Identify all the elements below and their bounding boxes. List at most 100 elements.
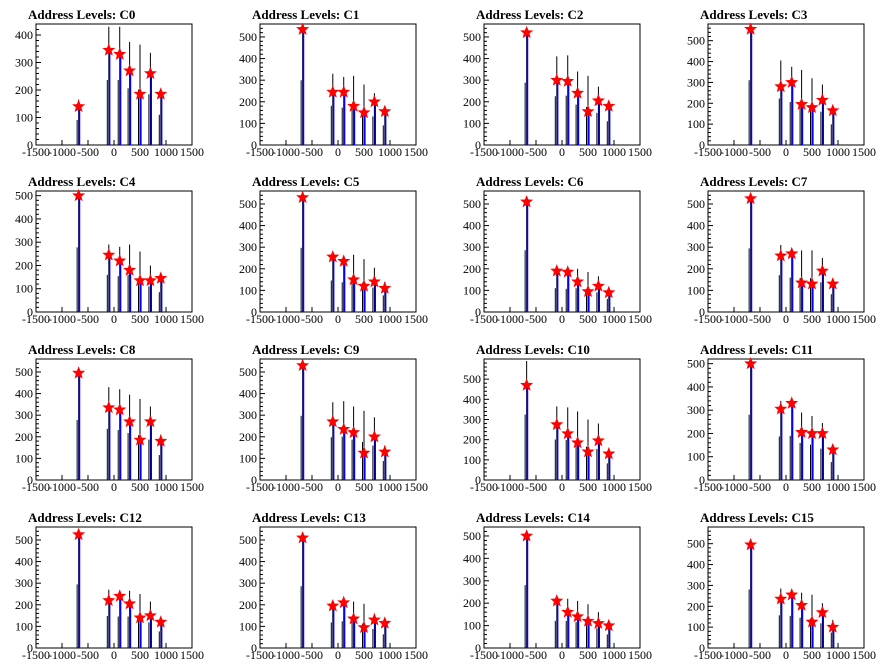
x-tick-label: -1500: [470, 145, 498, 159]
peak-marker: [357, 105, 371, 119]
x-tick-label: -500: [77, 145, 99, 159]
peak-marker: [378, 104, 392, 118]
peak-marker: [602, 446, 616, 460]
y-tick-label: 300: [239, 576, 257, 590]
x-tick-label: 0: [783, 480, 789, 494]
peak-marker: [581, 444, 595, 458]
y-tick-label: 300: [687, 75, 705, 89]
peak-marker: [296, 190, 310, 204]
y-tick-label: 0: [27, 473, 33, 487]
y-tick-label: 300: [15, 408, 33, 422]
peak-marker: [744, 356, 758, 370]
y-tick-label: 300: [463, 240, 481, 254]
plot-frame: [259, 23, 417, 146]
x-tick-label: -500: [77, 648, 99, 662]
chart-panel: Address Levels: C80100200300400500-1500-…: [15, 342, 204, 494]
peak-marker: [744, 191, 758, 205]
y-tick-label: 500: [463, 372, 481, 386]
peak-marker: [102, 43, 116, 56]
peak-marker: [143, 414, 157, 428]
x-tick-label: 500: [579, 648, 597, 662]
x-tick-label: 0: [783, 312, 789, 326]
y-tick-label: 500: [463, 197, 481, 211]
x-tick-label: -500: [301, 648, 323, 662]
x-tick-label: -1500: [470, 648, 498, 662]
peak-marker: [133, 610, 147, 624]
peak-marker: [347, 99, 361, 112]
peak-marker: [561, 74, 575, 87]
x-tick-label: 0: [335, 312, 341, 326]
y-tick-label: 200: [687, 599, 705, 613]
x-tick-label: 1000: [602, 312, 626, 326]
y-tick-label: 0: [699, 138, 705, 152]
peak-marker: [571, 86, 585, 99]
x-tick-label: 1000: [378, 648, 402, 662]
x-tick-label: -1500: [22, 480, 50, 494]
x-tick-label: 500: [579, 480, 597, 494]
peak-marker: [347, 272, 361, 286]
x-tick-label: 0: [335, 648, 341, 662]
peak-marker: [367, 613, 381, 626]
y-tick-label: 0: [475, 305, 481, 319]
peak-marker: [378, 281, 392, 294]
y-tick-label: 300: [687, 240, 705, 254]
peak-marker: [347, 425, 361, 438]
x-tick-label: 1500: [404, 145, 428, 159]
x-tick-label: 500: [355, 145, 373, 159]
peak-marker: [102, 400, 116, 414]
y-tick-label: 100: [239, 116, 257, 130]
peak-marker: [143, 608, 157, 622]
x-tick-label: 500: [131, 145, 149, 159]
x-tick-label: -1000: [48, 145, 76, 159]
y-tick-label: 100: [687, 283, 705, 297]
x-tick-label: 1500: [404, 312, 428, 326]
peak-marker: [154, 271, 168, 284]
y-tick-label: 500: [239, 30, 257, 44]
x-tick-label: 500: [803, 145, 821, 159]
chart-title: Address Levels: C9: [252, 342, 360, 357]
x-tick-label: 0: [559, 480, 565, 494]
x-tick-label: -500: [525, 145, 547, 159]
peak-marker: [815, 264, 829, 277]
y-tick-label: 200: [463, 433, 481, 447]
peak-marker: [550, 594, 564, 607]
x-tick-label: -500: [301, 480, 323, 494]
y-tick-label: 100: [15, 111, 33, 125]
x-tick-label: 1500: [852, 145, 876, 159]
x-tick-label: 500: [803, 312, 821, 326]
peak-marker: [337, 422, 351, 435]
chart-panel: Address Levels: C11 0 100 200 300 400 500 -1500…: [687, 342, 876, 494]
peak-marker: [154, 434, 168, 447]
peak-marker: [602, 285, 616, 299]
peak-marker: [774, 402, 788, 415]
y-tick-label: 300: [687, 578, 705, 592]
x-tick-label: -1500: [470, 312, 498, 326]
peak-marker: [123, 263, 137, 276]
y-tick-label: 400: [15, 212, 33, 226]
x-tick-label: -1500: [246, 648, 274, 662]
peak-marker: [805, 615, 819, 628]
x-tick-label: 1500: [180, 648, 204, 662]
x-tick-label: 0: [335, 480, 341, 494]
x-tick-label: -1000: [720, 648, 748, 662]
x-tick-label: -500: [301, 312, 323, 326]
peak-marker: [347, 612, 361, 625]
chart-title: Address Levels: C6: [476, 174, 584, 189]
chart-title: Address Levels: C11: [700, 342, 813, 357]
plot-frame: [483, 526, 641, 649]
y-tick-label: 0: [699, 473, 705, 487]
peak-marker: [785, 396, 799, 409]
peak-marker: [826, 620, 840, 633]
peak-marker: [296, 22, 310, 35]
peak-marker: [357, 446, 371, 459]
peak-marker: [113, 402, 127, 416]
y-tick-label: 0: [475, 473, 481, 487]
x-tick-label: -1500: [694, 480, 722, 494]
x-tick-label: -500: [77, 480, 99, 494]
x-tick-label: -1000: [48, 480, 76, 494]
y-tick-label: 0: [251, 138, 257, 152]
peak-marker: [795, 97, 809, 110]
x-tick-label: -500: [749, 648, 771, 662]
chart-panel: Address Levels: C70100200300400500-1500-…: [687, 174, 876, 326]
x-tick-label: -500: [749, 145, 771, 159]
